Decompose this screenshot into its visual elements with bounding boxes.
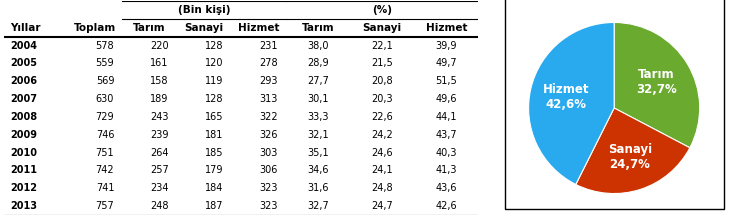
Text: 326: 326 <box>259 130 278 140</box>
Text: 22,1: 22,1 <box>371 41 393 51</box>
Text: 165: 165 <box>205 112 224 122</box>
Text: Tarım
32,7%: Tarım 32,7% <box>636 68 677 96</box>
Text: 729: 729 <box>95 112 114 122</box>
Text: 264: 264 <box>150 148 169 157</box>
Text: 2013: 2013 <box>10 201 37 211</box>
Text: 751: 751 <box>95 148 114 157</box>
Text: Hizmet
42,6%: Hizmet 42,6% <box>542 83 589 111</box>
Wedge shape <box>529 22 614 184</box>
Text: 41,3: 41,3 <box>436 165 457 175</box>
Text: 24,7: 24,7 <box>371 201 393 211</box>
Text: 231: 231 <box>259 41 278 51</box>
Text: Sanayi: Sanayi <box>363 23 402 33</box>
Text: 161: 161 <box>150 59 169 68</box>
Text: 35,1: 35,1 <box>308 148 329 157</box>
Text: 239: 239 <box>150 130 169 140</box>
Text: 34,6: 34,6 <box>308 165 329 175</box>
Text: 120: 120 <box>205 59 224 68</box>
Text: 2009: 2009 <box>10 130 37 140</box>
Text: 51,5: 51,5 <box>435 76 457 86</box>
Text: 2008: 2008 <box>10 112 37 122</box>
Text: 741: 741 <box>95 183 114 193</box>
Text: 313: 313 <box>259 94 278 104</box>
Text: 119: 119 <box>205 76 224 86</box>
Text: 32,1: 32,1 <box>308 130 329 140</box>
Text: 128: 128 <box>205 94 224 104</box>
Text: 32,7: 32,7 <box>307 201 329 211</box>
Text: 39,9: 39,9 <box>436 41 457 51</box>
Text: (Bin kişi): (Bin kişi) <box>178 5 230 15</box>
Text: 24,8: 24,8 <box>372 183 393 193</box>
Text: 38,0: 38,0 <box>308 41 329 51</box>
Text: 2004: 2004 <box>10 41 37 51</box>
Text: 40,3: 40,3 <box>436 148 457 157</box>
Text: 49,6: 49,6 <box>436 94 457 104</box>
Text: 20,3: 20,3 <box>372 94 393 104</box>
Text: Yıllar: Yıllar <box>10 23 41 33</box>
Text: 185: 185 <box>205 148 224 157</box>
Text: 128: 128 <box>205 41 224 51</box>
Text: 2006: 2006 <box>10 76 37 86</box>
Text: 179: 179 <box>205 165 224 175</box>
Text: 293: 293 <box>259 76 278 86</box>
Text: 24,1: 24,1 <box>372 165 393 175</box>
Text: 2012: 2012 <box>10 183 37 193</box>
Text: 234: 234 <box>150 183 169 193</box>
Text: Hizmet: Hizmet <box>238 23 279 33</box>
Text: 30,1: 30,1 <box>308 94 329 104</box>
Text: Toplam: Toplam <box>74 23 116 33</box>
Text: Sanayi
24,7%: Sanayi 24,7% <box>608 143 652 171</box>
Text: 158: 158 <box>150 76 169 86</box>
Text: 2010: 2010 <box>10 148 37 157</box>
Text: 322: 322 <box>259 112 278 122</box>
Text: 49,7: 49,7 <box>436 59 457 68</box>
Text: Hizmet: Hizmet <box>425 23 467 33</box>
Text: 189: 189 <box>150 94 169 104</box>
Wedge shape <box>576 108 690 194</box>
Text: 28,9: 28,9 <box>308 59 329 68</box>
Text: 2007: 2007 <box>10 94 37 104</box>
Text: 24,6: 24,6 <box>372 148 393 157</box>
Text: 187: 187 <box>205 201 224 211</box>
Text: 578: 578 <box>95 41 114 51</box>
Text: 24,2: 24,2 <box>371 130 393 140</box>
Text: 323: 323 <box>259 201 278 211</box>
Text: 257: 257 <box>150 165 169 175</box>
Text: 184: 184 <box>205 183 224 193</box>
Text: 559: 559 <box>95 59 114 68</box>
Text: 44,1: 44,1 <box>436 112 457 122</box>
Text: 31,6: 31,6 <box>308 183 329 193</box>
Text: Sanayi: Sanayi <box>185 23 224 33</box>
Wedge shape <box>614 22 700 148</box>
Text: 33,3: 33,3 <box>308 112 329 122</box>
Text: 220: 220 <box>150 41 169 51</box>
Text: (%): (%) <box>372 5 393 15</box>
Text: Tarım: Tarım <box>302 23 335 33</box>
Text: 630: 630 <box>96 94 114 104</box>
Text: 43,7: 43,7 <box>436 130 457 140</box>
Text: 278: 278 <box>259 59 278 68</box>
Text: 569: 569 <box>95 76 114 86</box>
Text: 43,6: 43,6 <box>436 183 457 193</box>
Text: 42,6: 42,6 <box>436 201 457 211</box>
Text: 746: 746 <box>95 130 114 140</box>
Text: 248: 248 <box>150 201 169 211</box>
Text: 2005: 2005 <box>10 59 37 68</box>
Text: 323: 323 <box>259 183 278 193</box>
Text: 303: 303 <box>259 148 278 157</box>
Text: 20,8: 20,8 <box>372 76 393 86</box>
Text: 21,5: 21,5 <box>371 59 393 68</box>
Text: 757: 757 <box>95 201 114 211</box>
Text: 306: 306 <box>259 165 278 175</box>
Text: 181: 181 <box>205 130 224 140</box>
Text: 22,6: 22,6 <box>371 112 393 122</box>
Text: Tarım: Tarım <box>133 23 166 33</box>
Text: 243: 243 <box>150 112 169 122</box>
Text: 2011: 2011 <box>10 165 37 175</box>
Text: 742: 742 <box>95 165 114 175</box>
Text: 27,7: 27,7 <box>307 76 329 86</box>
